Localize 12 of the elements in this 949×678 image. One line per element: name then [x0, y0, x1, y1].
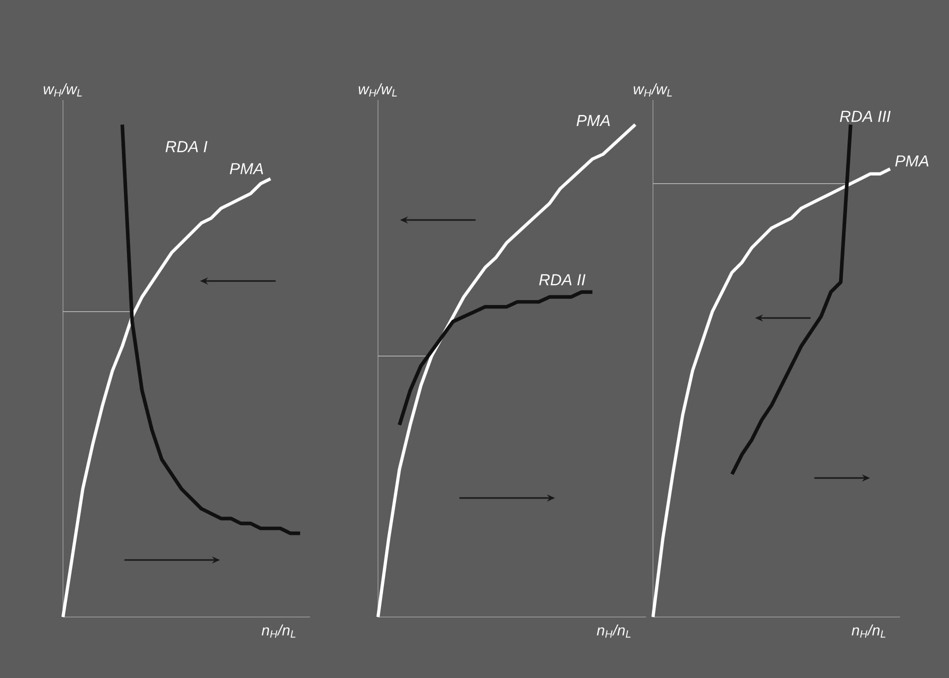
series-label: PMA [895, 155, 928, 166]
series-label: PMA [576, 115, 610, 126]
y-axis-title: w$_{H}$/w$_{L}$ [358, 83, 397, 96]
series-label: PMA [230, 163, 264, 174]
x-axis-title: n$_{H}$/n$_{L}$ [596, 624, 631, 638]
x-axis-title: n$_{H}$/n$_{L}$ [262, 624, 296, 638]
text: RDA I [166, 141, 208, 152]
x-axis-title: n$_{H}$/n$_{L}$ [852, 624, 886, 638]
series-label: RDA II [539, 274, 586, 286]
series-label: RDA III [840, 110, 891, 122]
y-axis-title: w$_{H}$/w$_{L}$ [44, 83, 82, 96]
y-axis-title: w$_{H}$/w$_{L}$ [634, 83, 672, 96]
